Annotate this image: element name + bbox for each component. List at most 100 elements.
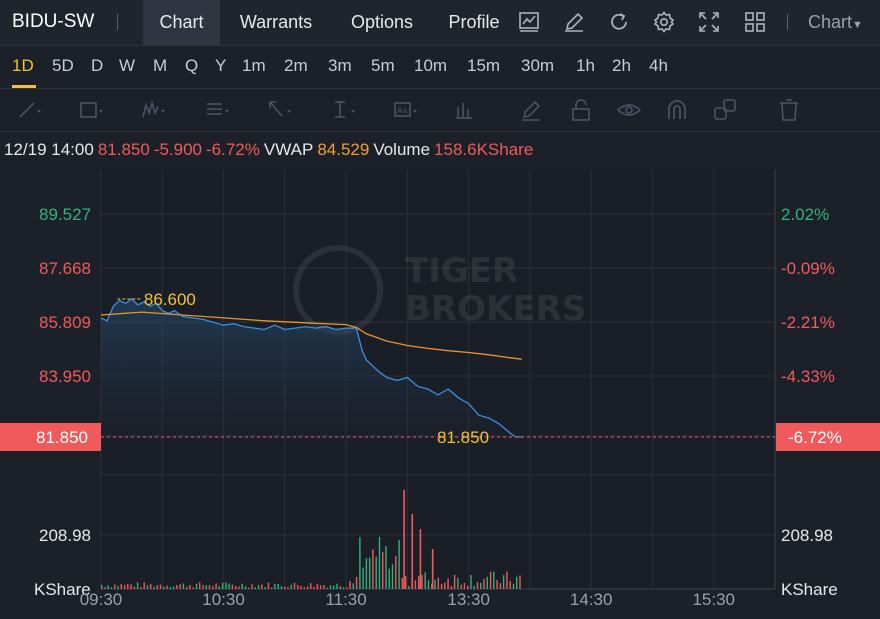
- period-5m[interactable]: 5m: [371, 56, 395, 75]
- volume-bar: [342, 587, 345, 589]
- measure-icon[interactable]: [330, 97, 356, 123]
- divider: [787, 14, 788, 30]
- drawing-toolbar: Aa: [0, 89, 880, 132]
- period-5d[interactable]: 5D: [52, 56, 74, 75]
- volume-unit-label-right: KShare: [781, 580, 838, 599]
- volume-bar: [427, 580, 430, 589]
- volume-bar: [114, 584, 116, 589]
- volume-bar: [235, 585, 237, 589]
- volume-bar: [140, 587, 142, 589]
- quote-datetime: 12/19 14:00: [4, 140, 94, 159]
- quote-change: -5.900: [153, 140, 203, 159]
- arrow-icon[interactable]: [266, 97, 292, 123]
- trash-icon[interactable]: [776, 97, 802, 123]
- brush-icon[interactable]: [518, 97, 544, 123]
- volume-bar: [163, 586, 165, 589]
- volume-bar: [460, 584, 462, 589]
- volume-bar: [287, 587, 289, 589]
- period-1m[interactable]: 1m: [242, 56, 266, 75]
- period-2m[interactable]: 2m: [284, 56, 308, 75]
- volume-bar: [440, 583, 443, 589]
- volume-bar: [303, 587, 305, 589]
- indicator-chart-icon[interactable]: [517, 10, 541, 34]
- period-1h[interactable]: 1h: [576, 56, 595, 75]
- period-3m[interactable]: 3m: [328, 56, 352, 75]
- volume-bar: [316, 584, 319, 589]
- price-axis-label: 83.950: [39, 367, 91, 386]
- drawing-pen-icon[interactable]: [562, 10, 586, 34]
- volume-bar: [408, 586, 410, 589]
- magnet-icon[interactable]: [664, 97, 690, 123]
- volume-bar: [467, 585, 469, 589]
- volume-bar: [251, 584, 253, 589]
- volume-bar: [519, 575, 521, 589]
- period-4h[interactable]: 4h: [649, 56, 668, 75]
- period-w[interactable]: W: [119, 56, 136, 75]
- active-period-indicator: [12, 85, 36, 88]
- duplicate-icon[interactable]: [712, 97, 738, 123]
- time-axis-label: 10:30: [202, 590, 245, 609]
- chart-type-label: Chart: [808, 12, 853, 32]
- fibonacci-icon[interactable]: [204, 97, 230, 123]
- trend-line-icon[interactable]: [16, 97, 42, 123]
- eye-icon[interactable]: [616, 97, 642, 123]
- volume-bar: [169, 587, 171, 589]
- volume-bar: [434, 579, 436, 589]
- volume-bar: [238, 586, 240, 589]
- top-bar: BIDU-SW Chart Warrants Options Profile C…: [0, 0, 880, 46]
- text-icon[interactable]: Aa: [392, 97, 418, 123]
- volume-bar: [359, 537, 361, 589]
- tab-chart[interactable]: Chart: [143, 0, 220, 45]
- pattern-icon[interactable]: [140, 97, 166, 123]
- grid-layout-icon[interactable]: [743, 10, 767, 34]
- period-m[interactable]: M: [153, 56, 168, 75]
- volume-bar: [483, 578, 485, 589]
- period-10m[interactable]: 10m: [414, 56, 448, 75]
- volume-bar: [284, 586, 286, 589]
- period-y[interactable]: Y: [215, 56, 227, 75]
- refresh-icon[interactable]: [607, 10, 631, 34]
- price-area-fill: [101, 299, 522, 470]
- volume-bar: [411, 514, 414, 589]
- period-q[interactable]: Q: [185, 56, 199, 75]
- volume-bar: [195, 583, 198, 589]
- volume-bar: [333, 585, 335, 589]
- pct-axis-label: 2.02%: [781, 205, 829, 224]
- chart-type-dropdown[interactable]: Chart▼: [808, 12, 863, 33]
- period-15m[interactable]: 15m: [467, 56, 501, 75]
- volume-bar: [244, 586, 247, 589]
- period-d[interactable]: D: [91, 56, 104, 75]
- lock-icon[interactable]: [568, 97, 594, 123]
- last-pct-tag: [776, 423, 880, 452]
- period-1d[interactable]: 1D: [12, 56, 34, 75]
- volume-bar: [404, 576, 407, 589]
- volume-bar: [110, 587, 113, 589]
- price-axis-label: 87.668: [39, 259, 91, 278]
- period-2h[interactable]: 2h: [612, 56, 631, 75]
- volume-bar: [419, 529, 422, 589]
- rectangle-icon[interactable]: [78, 97, 104, 123]
- volume-bar: [489, 571, 492, 589]
- volume-bar: [388, 568, 390, 589]
- settings-gear-icon[interactable]: [652, 10, 676, 34]
- tab-warrants[interactable]: Warrants: [239, 12, 313, 32]
- volume-bar: [352, 583, 354, 589]
- volume-bar: [261, 584, 263, 589]
- volume-bar: [192, 587, 194, 589]
- pct-axis-label: -2.21%: [781, 313, 835, 332]
- volume-bar: [336, 583, 338, 589]
- quote-price: 81.850: [97, 140, 150, 159]
- volume-bar: [202, 585, 204, 589]
- bars-pattern-icon[interactable]: [454, 97, 480, 123]
- fullscreen-icon[interactable]: [697, 10, 721, 34]
- volume-bar: [310, 583, 312, 589]
- quote-change-pct: -6.72%: [206, 140, 260, 159]
- svg-text:Aa: Aa: [397, 106, 407, 115]
- tab-profile[interactable]: Profile: [448, 12, 500, 32]
- tab-options[interactable]: Options: [350, 12, 414, 32]
- volume-bar: [470, 575, 472, 589]
- volume-bar: [101, 584, 103, 589]
- volume-value: 158.6KShare: [434, 140, 534, 159]
- period-30m[interactable]: 30m: [521, 56, 555, 75]
